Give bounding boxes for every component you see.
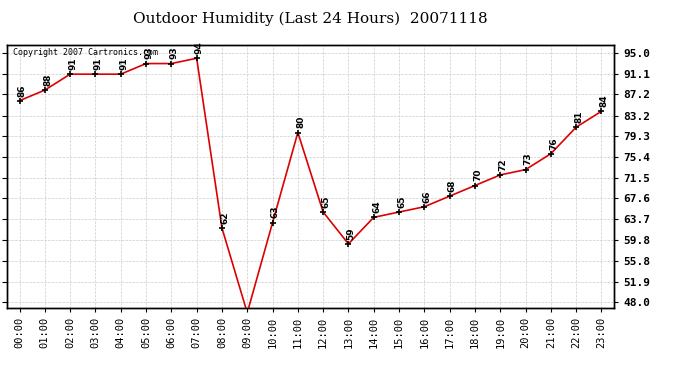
Text: 80: 80 [296,116,305,128]
Text: 81: 81 [575,111,584,123]
Text: 88: 88 [43,74,52,86]
Text: 86: 86 [18,84,27,96]
Text: 84: 84 [600,94,609,107]
Text: 91: 91 [94,57,103,70]
Text: 91: 91 [119,57,128,70]
Text: 65: 65 [322,195,331,208]
Text: 73: 73 [524,153,533,165]
Text: 68: 68 [448,180,457,192]
Text: Outdoor Humidity (Last 24 Hours)  20071118: Outdoor Humidity (Last 24 Hours) 2007111… [133,11,488,26]
Text: 46: 46 [0,374,1,375]
Text: 66: 66 [423,190,432,202]
Text: 59: 59 [347,227,356,240]
Text: 62: 62 [220,211,229,224]
Text: 63: 63 [271,206,280,219]
Text: 93: 93 [170,47,179,59]
Text: 64: 64 [372,201,381,213]
Text: 72: 72 [499,158,508,171]
Text: 70: 70 [473,169,482,182]
Text: 91: 91 [68,57,77,70]
Text: 76: 76 [549,137,558,150]
Text: 65: 65 [397,195,406,208]
Text: Copyright 2007 Cartronics.com: Copyright 2007 Cartronics.com [13,48,158,57]
Text: 94: 94 [195,41,204,54]
Text: 93: 93 [144,47,153,59]
